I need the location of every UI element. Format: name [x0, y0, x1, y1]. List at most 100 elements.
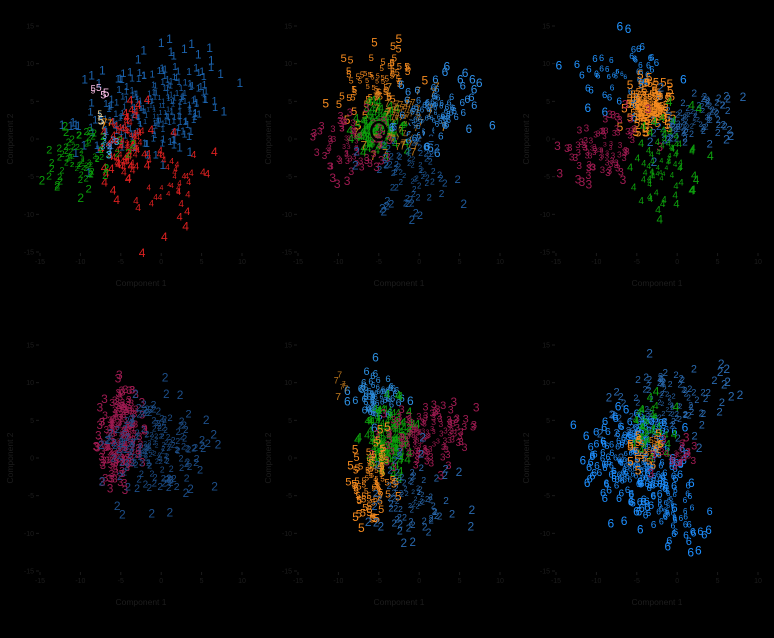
point-glyph: 3	[314, 147, 320, 159]
point-glyph: 4	[395, 414, 401, 425]
x-tick-label: 10	[754, 578, 762, 585]
point-glyph: 1	[183, 116, 188, 127]
point-glyph: 4	[120, 137, 125, 146]
point-glyph: 2	[420, 490, 424, 499]
point-glyph: 4	[385, 446, 390, 455]
point-glyph: 4	[386, 439, 390, 448]
point-glyph: 4	[387, 411, 392, 422]
point-glyph: 6	[447, 98, 452, 108]
point-glyph: 2	[718, 357, 725, 371]
point-glyph: 4	[378, 455, 384, 466]
point-glyph: 4	[374, 126, 378, 133]
point-glyph: 6	[648, 52, 653, 63]
point-glyph: 6	[669, 458, 675, 470]
point-glyph: 3	[338, 156, 343, 166]
point-glyph: 6	[634, 408, 640, 420]
point-glyph: 3	[115, 456, 120, 466]
point-glyph: 6	[446, 110, 451, 119]
point-glyph: 3	[425, 429, 429, 436]
point-glyph: 3	[110, 423, 115, 433]
point-glyph: 1	[183, 117, 188, 128]
point-glyph: 2	[166, 506, 173, 520]
point-glyph: 2	[129, 447, 134, 457]
point-glyph: 2	[125, 147, 132, 161]
point-glyph: 7	[334, 376, 339, 386]
point-glyph: 2	[184, 473, 190, 484]
point-glyph: 2	[146, 459, 150, 468]
point-glyph: 4	[381, 442, 386, 451]
x-tick-label: -10	[75, 259, 85, 266]
point-glyph: 4	[690, 183, 697, 197]
point-glyph: 6	[425, 99, 430, 108]
point-glyph: 1	[137, 67, 143, 79]
point-glyph: 6	[622, 430, 627, 440]
point-glyph: 2	[716, 120, 721, 131]
point-glyph: 1	[181, 91, 186, 101]
point-glyph: 5	[653, 444, 658, 454]
point-glyph: 7	[382, 148, 388, 160]
point-glyph: 4	[124, 154, 129, 164]
point-glyph: 6	[373, 369, 379, 380]
point-glyph: 3	[448, 420, 453, 430]
point-glyph: 1	[178, 107, 183, 117]
point-glyph: 5	[377, 484, 382, 493]
point-glyph: 4	[106, 139, 112, 151]
point-glyph: 3	[590, 162, 595, 172]
point-glyph: 6	[375, 406, 380, 416]
point-glyph: 6	[604, 441, 609, 452]
point-glyph: 6	[680, 73, 687, 87]
point-glyph: 5	[667, 84, 673, 97]
point-glyph: 2	[413, 177, 417, 184]
point-glyph: 2	[699, 420, 705, 432]
point-glyph: 4	[119, 141, 124, 150]
point-glyph: 4	[635, 435, 641, 446]
point-glyph: 4	[666, 160, 670, 167]
point-glyph: 1	[128, 123, 133, 133]
point-glyph: 2	[162, 417, 167, 427]
point-glyph: 3	[123, 455, 128, 465]
point-glyph: 3	[598, 147, 602, 154]
point-glyph: 1	[202, 95, 208, 106]
point-glyph: 6	[652, 413, 658, 425]
point-glyph: 5	[353, 484, 358, 495]
point-glyph: 6	[462, 66, 469, 80]
point-glyph: 2	[659, 374, 664, 384]
point-glyph: 2	[698, 120, 702, 129]
point-glyph: 2	[100, 132, 105, 143]
point-glyph: 1	[142, 109, 146, 116]
point-glyph: 2	[408, 477, 412, 486]
point-glyph: 1	[73, 118, 80, 132]
point-glyph: 4	[377, 446, 382, 456]
point-glyph: 3	[564, 143, 570, 155]
point-glyph: 6	[570, 418, 577, 432]
point-glyph: 2	[709, 107, 714, 117]
point-glyph: 4	[383, 118, 388, 127]
point-glyph: 6	[607, 457, 612, 467]
point-glyph: 3	[409, 429, 414, 438]
point-glyph: 6	[600, 448, 605, 459]
point-glyph: 5	[653, 114, 658, 125]
point-glyph: 4	[387, 131, 392, 141]
point-glyph: 7	[385, 106, 390, 117]
point-glyph: 2	[668, 399, 672, 406]
point-glyph: 4	[125, 139, 129, 146]
point-glyph: 2	[626, 428, 632, 439]
point-glyph: 6	[585, 101, 592, 115]
point-glyph: 4	[200, 166, 206, 178]
point-glyph: 7	[385, 80, 392, 94]
point-glyph: 1	[119, 111, 124, 121]
point-glyph: 4	[647, 127, 653, 139]
point-glyph: 6	[371, 381, 376, 390]
point-glyph: 2	[65, 155, 70, 164]
point-glyph: 2	[469, 503, 476, 517]
point-glyph: 6	[471, 83, 478, 97]
y-tick-label: -5	[286, 174, 292, 181]
point-glyph: 6	[643, 460, 647, 467]
point-glyph: 4	[371, 127, 375, 136]
point-glyph: 2	[727, 129, 734, 143]
point-glyph: 6	[410, 107, 415, 117]
point-glyph: 2	[161, 479, 166, 490]
point-glyph: 5	[374, 476, 378, 483]
point-glyph: 6	[628, 430, 633, 440]
point-glyph: 1	[114, 126, 119, 136]
